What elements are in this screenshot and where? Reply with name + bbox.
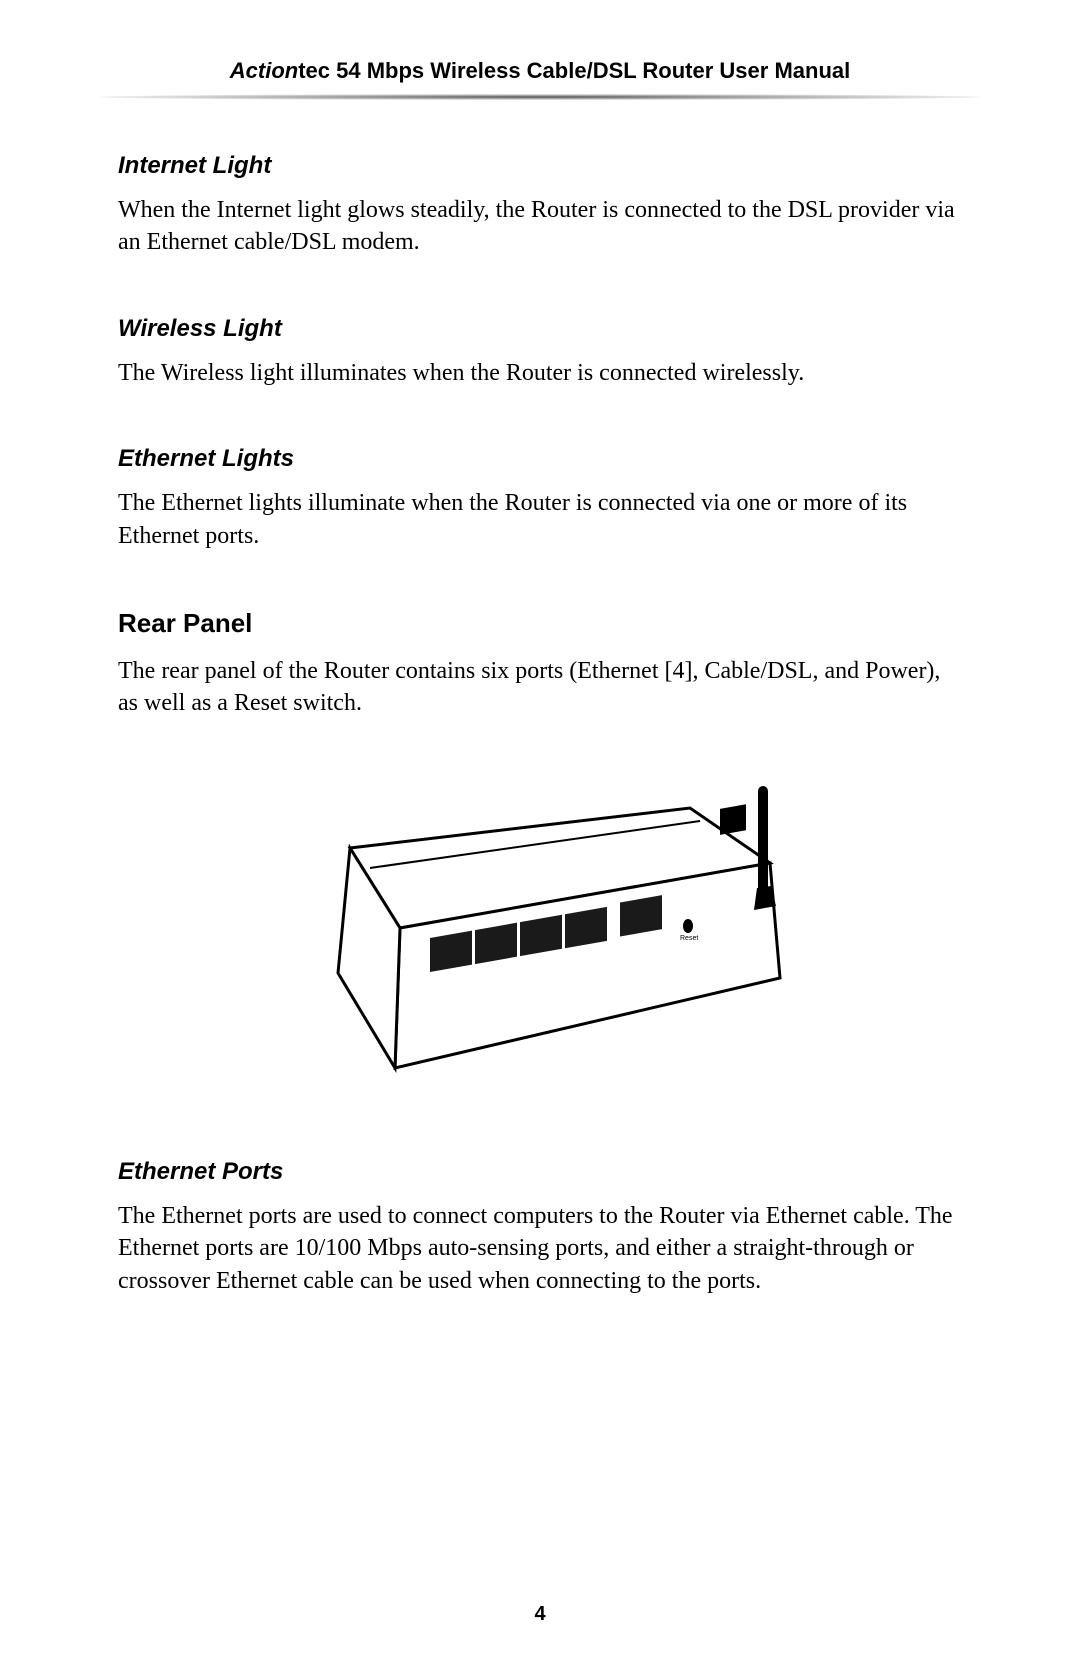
subheading-ethernet-ports: Ethernet Ports <box>118 1158 962 1186</box>
heading-rear-panel: Rear Panel <box>118 608 962 639</box>
body-ethernet-lights: The Ethernet lights illuminate when the … <box>118 487 962 552</box>
section-rear-panel: Rear Panel The rear panel of the Router … <box>118 608 962 720</box>
section-ethernet-ports: Ethernet Ports The Ethernet ports are us… <box>118 1158 962 1297</box>
port-label: Ethernet 3 <box>477 968 505 974</box>
page-number: 4 <box>0 1603 1080 1626</box>
port-label: Ethernet 4 <box>432 976 460 982</box>
reset-button <box>683 919 693 933</box>
power-port <box>720 804 746 835</box>
router-diagram-svg: Reset Power Ethernet 4 Ethernet 3 Ethern… <box>260 768 820 1088</box>
header-divider <box>100 94 980 100</box>
subheading-internet-light: Internet Light <box>118 152 962 180</box>
port-label: Ethernet 1 <box>567 952 595 958</box>
body-rear-panel: The rear panel of the Router contains si… <box>118 655 962 720</box>
section-wireless-light: Wireless Light The Wireless light illumi… <box>118 315 962 389</box>
subheading-wireless-light: Wireless Light <box>118 315 962 343</box>
section-internet-light: Internet Light When the Internet light g… <box>118 152 962 259</box>
port-label: Cable/DSL <box>622 943 652 949</box>
header-title: Actiontec 54 Mbps Wireless Cable/DSL Rou… <box>100 58 980 84</box>
body-internet-light: When the Internet light glows steadily, … <box>118 194 962 259</box>
brand-rest: tec 54 Mbps Wireless Cable/DSL Router Us… <box>298 58 850 83</box>
power-label: Power <box>721 911 742 918</box>
page-header: Actiontec 54 Mbps Wireless Cable/DSL Rou… <box>100 48 980 112</box>
body-wireless-light: The Wireless light illuminates when the … <box>118 357 962 389</box>
body-ethernet-ports: The Ethernet ports are used to connect c… <box>118 1200 962 1297</box>
reset-label: Reset <box>680 935 698 942</box>
figure-router-rear: Reset Power Ethernet 4 Ethernet 3 Ethern… <box>118 768 962 1088</box>
brand-italic: Action <box>230 58 298 83</box>
section-ethernet-lights: Ethernet Lights The Ethernet lights illu… <box>118 445 962 552</box>
port-label: Ethernet 2 <box>522 960 550 966</box>
manual-page: Actiontec 54 Mbps Wireless Cable/DSL Rou… <box>0 0 1080 1413</box>
page-content: Internet Light When the Internet light g… <box>100 112 980 1297</box>
subheading-ethernet-lights: Ethernet Lights <box>118 445 962 473</box>
